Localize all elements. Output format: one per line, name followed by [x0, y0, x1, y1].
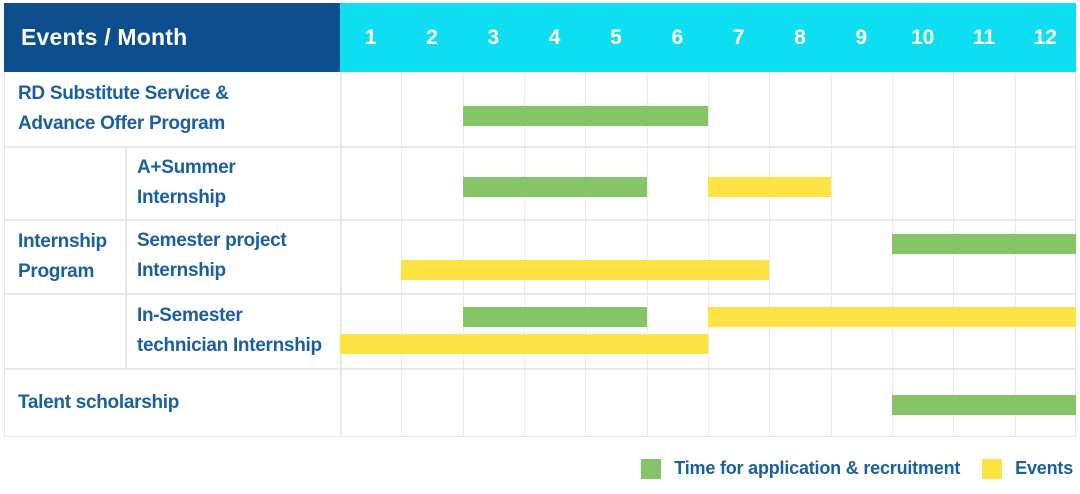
group-label-line: Internship [18, 231, 107, 252]
gantt-bar-green [462, 177, 647, 197]
month-header: 10 [910, 25, 935, 49]
gantt-bar-green [892, 395, 1076, 415]
gantt-bar-yellow [340, 334, 708, 354]
month-header-row: 1 2 3 4 5 6 7 8 9 10 11 12 [340, 3, 1076, 72]
month-header: 8 [794, 25, 806, 49]
row-label-line: In-Semester [137, 304, 243, 326]
row-divider [4, 146, 1076, 148]
month-header: 9 [855, 25, 868, 49]
month-header: 12 [1033, 25, 1057, 49]
row-label-in-semester-technician: In-Semester technician Internship [137, 293, 340, 368]
gantt-row [340, 219, 1076, 293]
month-header: 6 [671, 25, 684, 49]
row-label-line: RD Substitute Service & [18, 83, 229, 104]
group-label-line: Program [18, 261, 95, 282]
group-label-internship-program: Internship Program [4, 146, 125, 368]
row-label-line: Internship [137, 186, 226, 208]
gantt-bar-green [892, 234, 1076, 254]
month-gridline [585, 72, 587, 437]
month-gridline [708, 72, 709, 437]
row-divider [4, 219, 1076, 221]
legend: Time for application & recruitment Event… [641, 458, 1073, 479]
month-gridline [646, 72, 648, 437]
legend-label: Time for application & recruitment [674, 458, 961, 478]
month-header: 4 [548, 25, 561, 49]
legend-label: Events [1015, 458, 1073, 478]
row-label-line: Internship [137, 260, 226, 281]
month-header: 11 [972, 25, 996, 49]
label-column-divider [340, 72, 342, 437]
gantt-row [340, 146, 1076, 219]
row-label-line: Talent scholarship [18, 391, 180, 413]
month-header: 3 [487, 25, 500, 49]
legend-item-application: Time for application & recruitment [641, 458, 960, 479]
gantt-bar-green [462, 106, 708, 126]
gantt-row [340, 72, 1076, 146]
gantt-bar-green [462, 307, 647, 327]
month-gridline [401, 72, 403, 437]
page-title: Events / Month [21, 24, 188, 50]
legend-swatch-yellow [982, 458, 1003, 479]
row-label-line: A+Summer [137, 156, 236, 178]
row-divider [4, 293, 1076, 295]
legend-item-events: Events [982, 458, 1073, 479]
month-gridline [769, 72, 771, 437]
table-body-frame [4, 72, 1076, 437]
row-label-talent-scholarship: Talent scholarship [4, 368, 340, 437]
row-label-a-plus-summer: A+Summer Internship [137, 146, 340, 219]
row-label-semester-project: Semester project Internship [137, 219, 340, 293]
row-label-line: Advance Offer Program [18, 113, 225, 134]
month-header: 2 [426, 25, 438, 49]
gantt-row [340, 368, 1076, 437]
gantt-row [340, 293, 1076, 368]
gantt-bar-yellow [708, 307, 1076, 327]
month-gridline [830, 72, 832, 437]
month-gridline [953, 72, 955, 437]
month-gridline [462, 72, 464, 437]
legend-swatch-green [641, 458, 662, 479]
group-column-divider [125, 146, 127, 368]
month-gridline [1014, 72, 1016, 437]
row-label-line: Semester project [137, 230, 287, 251]
gantt-bar-yellow [401, 260, 770, 280]
gantt-chart: Events / Month 1 2 3 4 5 6 7 8 9 10 11 1… [4, 3, 1076, 437]
month-gridline [892, 72, 893, 437]
month-header: 5 [610, 25, 622, 49]
month-header: 1 [364, 25, 377, 49]
header-title-cell: Events / Month [4, 3, 340, 72]
row-label-rd-substitute: RD Substitute Service & Advance Offer Pr… [4, 72, 340, 146]
row-divider [4, 368, 1076, 370]
gantt-bar-yellow [708, 177, 831, 197]
row-label-line: technician Internship [137, 334, 322, 356]
month-header: 7 [732, 25, 745, 49]
month-gridline [524, 72, 525, 437]
